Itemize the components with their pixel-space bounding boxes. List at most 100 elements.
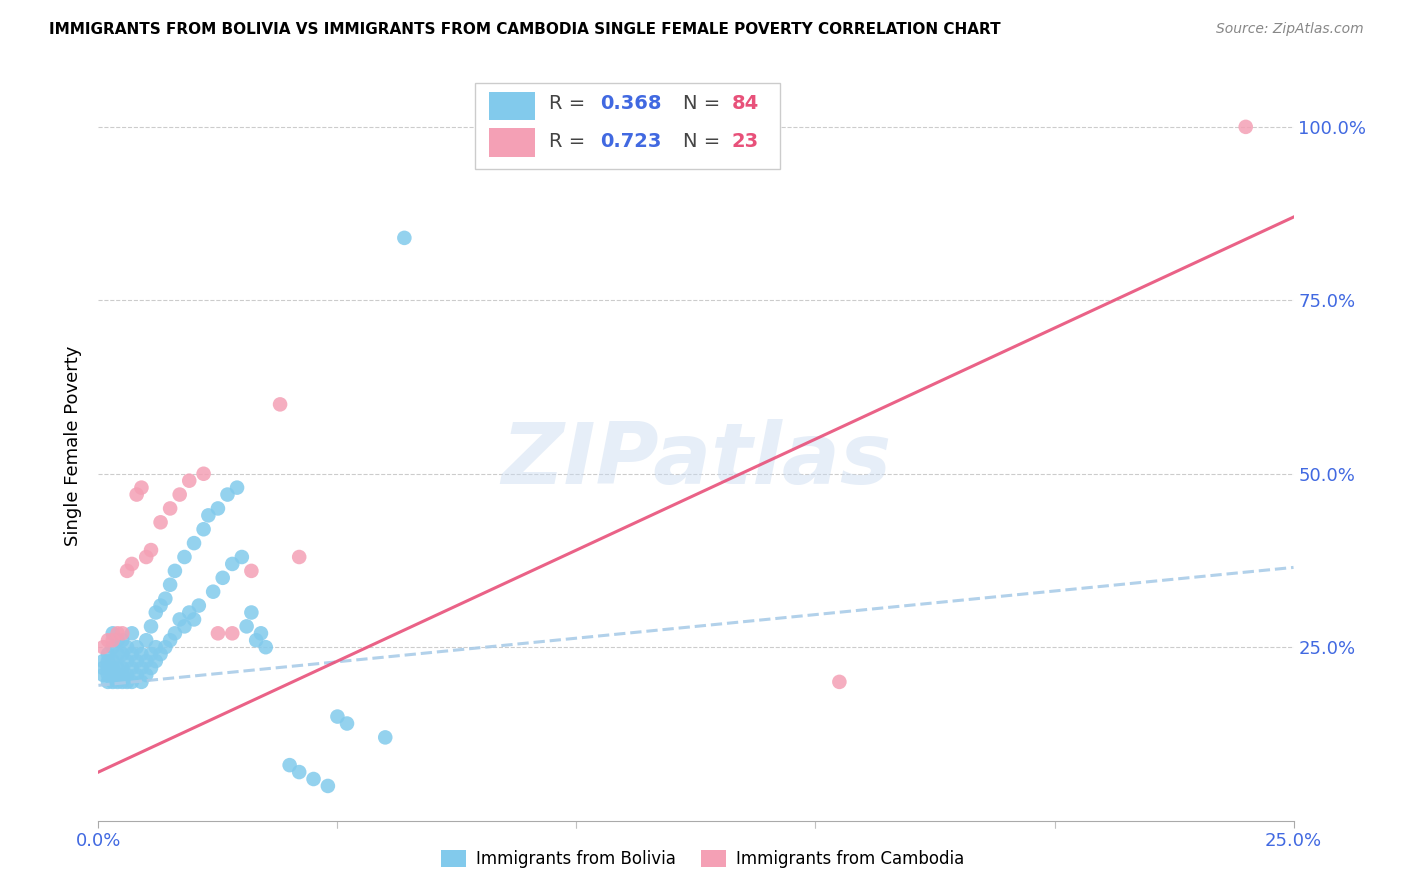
Point (254, 640, 277, 655)
Point (211, 571, 233, 585)
Text: N =: N = (683, 94, 727, 113)
Legend: Immigrants from Bolivia, Immigrants from Cambodia: Immigrants from Bolivia, Immigrants from… (434, 843, 972, 875)
Text: 84: 84 (733, 94, 759, 113)
Point (231, 549, 253, 564)
Point (101, 626, 124, 640)
Point (139, 619, 162, 633)
Point (1234, 120, 1257, 134)
Point (91, 640, 114, 655)
Point (101, 654, 124, 668)
Point (240, 606, 263, 620)
Text: 0.723: 0.723 (600, 132, 662, 152)
Text: R =: R = (548, 94, 592, 113)
Point (193, 522, 215, 536)
Point (336, 716, 359, 731)
Point (159, 633, 181, 648)
Point (179, 474, 201, 488)
Point (115, 654, 138, 668)
Point (97, 647, 120, 661)
Point (221, 557, 243, 571)
Text: IMMIGRANTS FROM BOLIVIA VS IMMIGRANTS FROM CAMBODIA SINGLE FEMALE POVERTY CORREL: IMMIGRANTS FROM BOLIVIA VS IMMIGRANTS FR… (49, 22, 1001, 37)
Point (121, 661, 143, 675)
Point (173, 619, 195, 633)
Point (374, 731, 396, 745)
Point (107, 647, 129, 661)
Point (131, 647, 153, 661)
Point (169, 487, 191, 501)
Point (221, 626, 243, 640)
Point (226, 481, 249, 495)
Point (197, 508, 219, 523)
Point (111, 626, 134, 640)
Point (101, 661, 124, 675)
Point (107, 633, 129, 648)
Point (149, 647, 172, 661)
Point (121, 626, 143, 640)
Point (217, 487, 239, 501)
Point (288, 549, 311, 564)
Point (207, 626, 229, 640)
Point (149, 516, 172, 530)
Point (125, 654, 148, 668)
Point (111, 668, 134, 682)
Point (169, 612, 191, 626)
Point (316, 779, 339, 793)
Point (97, 633, 120, 648)
Point (135, 549, 157, 564)
Point (139, 661, 162, 675)
Point (91, 661, 114, 675)
Point (288, 765, 311, 780)
Point (139, 647, 162, 661)
Point (91, 654, 114, 668)
Point (121, 647, 143, 661)
Point (131, 674, 153, 689)
Point (235, 619, 257, 633)
FancyBboxPatch shape (475, 83, 780, 169)
Text: N =: N = (683, 132, 727, 152)
Point (145, 654, 167, 668)
Point (101, 640, 124, 655)
Point (149, 599, 172, 613)
Bar (489, 128, 534, 157)
Point (159, 578, 181, 592)
Point (193, 467, 215, 481)
Text: ZIPatlas: ZIPatlas (501, 419, 891, 502)
Point (326, 709, 349, 723)
Point (159, 501, 181, 516)
Point (135, 633, 157, 648)
Point (135, 654, 157, 668)
Point (245, 633, 267, 648)
Point (163, 626, 186, 640)
Point (139, 543, 162, 558)
Point (131, 661, 153, 675)
Point (135, 668, 157, 682)
Text: R =: R = (548, 132, 592, 152)
Point (91, 668, 114, 682)
Point (107, 674, 129, 689)
Y-axis label: Single Female Poverty: Single Female Poverty (65, 346, 83, 546)
Text: 0.368: 0.368 (600, 94, 662, 113)
Point (115, 674, 138, 689)
Point (107, 626, 129, 640)
Point (125, 487, 148, 501)
Point (145, 606, 167, 620)
Point (240, 564, 263, 578)
Point (145, 640, 167, 655)
Point (828, 674, 851, 689)
Point (155, 591, 177, 606)
Point (125, 640, 148, 655)
Point (111, 661, 134, 675)
Point (115, 564, 138, 578)
Point (202, 584, 225, 599)
Point (111, 647, 134, 661)
Point (278, 758, 301, 772)
Bar (489, 92, 534, 120)
Point (131, 481, 153, 495)
Text: Source: ZipAtlas.com: Source: ZipAtlas.com (1216, 22, 1364, 37)
Point (97, 654, 120, 668)
Point (115, 668, 138, 682)
Point (187, 599, 209, 613)
Point (207, 501, 229, 516)
Point (101, 668, 124, 682)
Point (97, 674, 120, 689)
